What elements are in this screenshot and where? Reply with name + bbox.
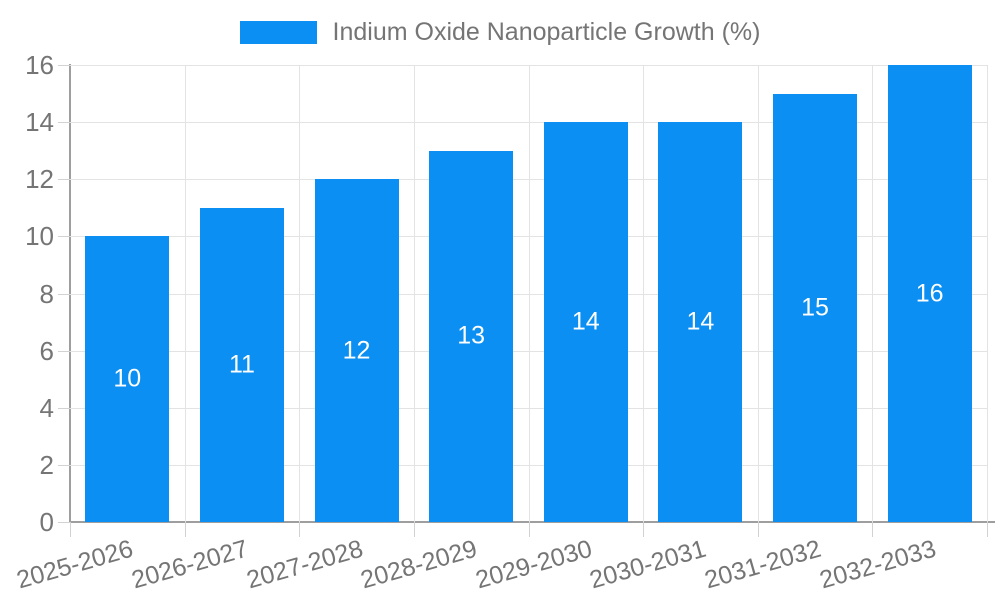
y-tick xyxy=(58,407,70,409)
legend-label: Indium Oxide Nanoparticle Growth (%) xyxy=(332,18,761,46)
x-axis-label: 2026-2027 xyxy=(128,534,252,595)
bar-value-label: 14 xyxy=(571,307,600,336)
x-tick xyxy=(528,522,530,537)
x-gridline xyxy=(872,65,874,522)
x-gridline xyxy=(184,65,186,522)
y-tick xyxy=(58,65,70,66)
bar-value-label: 12 xyxy=(342,336,371,365)
x-gridline xyxy=(413,65,415,522)
x-axis-label: 2032-2033 xyxy=(816,534,939,595)
bar-value-label: 15 xyxy=(801,293,829,322)
bar-value-label: 13 xyxy=(457,321,486,350)
y-axis-label: 14 xyxy=(25,107,54,138)
y-axis-label: 10 xyxy=(25,221,54,252)
x-tick xyxy=(987,522,988,537)
y-axis-label: 6 xyxy=(39,335,54,366)
bar-2029-2030[interactable] xyxy=(543,122,628,522)
x-tick xyxy=(643,522,645,537)
bar-value-label: 16 xyxy=(915,279,944,307)
bar-value-label: 10 xyxy=(113,364,142,393)
legend[interactable]: Indium Oxide Nanoparticle Growth (%) xyxy=(0,18,1000,46)
x-gridline xyxy=(987,65,988,522)
x-tick xyxy=(299,522,301,537)
x-gridline xyxy=(299,65,301,522)
x-tick xyxy=(413,522,415,537)
x-tick xyxy=(70,522,71,537)
bar-2032-2033[interactable] xyxy=(887,65,972,522)
y-tick xyxy=(58,179,70,181)
x-axis-label: 2029-2030 xyxy=(472,534,595,595)
bar-2027-2028[interactable] xyxy=(314,179,399,522)
y-tick xyxy=(58,236,70,238)
y-tick xyxy=(58,350,70,352)
legend-swatch xyxy=(239,21,317,44)
x-axis-label: 2025-2026 xyxy=(13,534,137,595)
x-axis-label: 2030-2031 xyxy=(586,534,710,595)
x-tick xyxy=(184,522,186,537)
bar-2026-2027[interactable] xyxy=(199,207,284,522)
y-tick xyxy=(58,293,70,295)
x-axis-label: 2028-2029 xyxy=(357,534,481,595)
x-axis-label: 2031-2032 xyxy=(701,534,825,595)
bar-2031-2032[interactable] xyxy=(773,93,858,522)
y-axis-label: 12 xyxy=(25,164,54,195)
x-axis-label: 2027-2028 xyxy=(243,534,366,595)
y-axis-label: 2 xyxy=(39,449,54,480)
y-tick xyxy=(58,522,70,523)
bar-2030-2031[interactable] xyxy=(658,122,743,522)
x-tick xyxy=(872,522,874,537)
x-tick xyxy=(757,522,759,537)
x-gridline xyxy=(528,65,530,522)
bar-value-label: 14 xyxy=(686,307,715,336)
y-axis-label: 0 xyxy=(39,507,54,537)
x-axis-line xyxy=(69,521,995,523)
y-axis-label: 4 xyxy=(39,392,54,423)
x-gridline xyxy=(757,65,759,522)
y-axis-label: 16 xyxy=(25,50,54,80)
y-axis-label: 8 xyxy=(39,278,54,309)
x-gridline xyxy=(643,65,645,522)
y-tick xyxy=(58,464,70,466)
bar-2025-2026[interactable] xyxy=(85,236,170,522)
bar-2028-2029[interactable] xyxy=(429,150,514,522)
bar-value-label: 11 xyxy=(228,350,255,379)
y-tick xyxy=(58,122,70,124)
